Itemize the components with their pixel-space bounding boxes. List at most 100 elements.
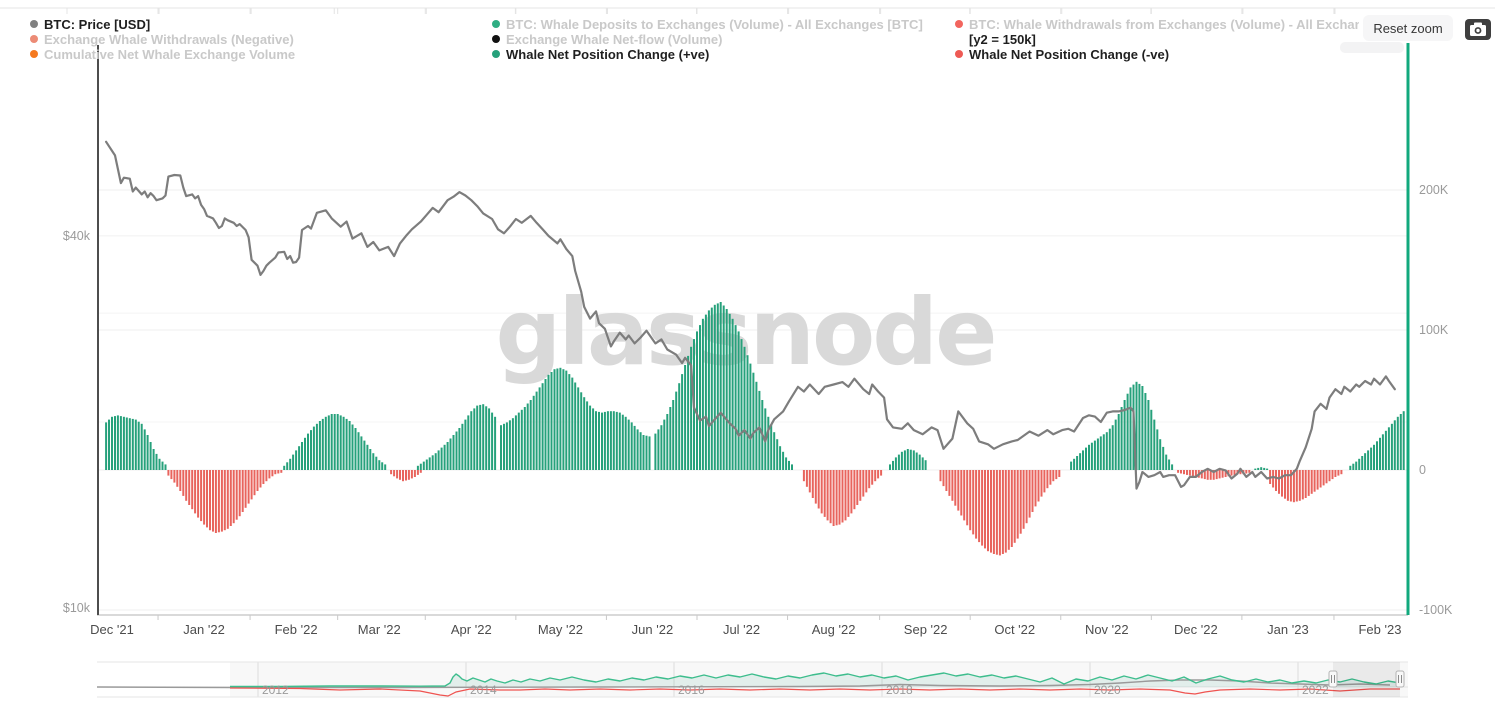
bar-positive (725, 309, 728, 470)
navigator-selection[interactable] (1333, 662, 1400, 697)
bar-positive (1379, 437, 1381, 470)
bar-positive (601, 412, 603, 470)
legend-item[interactable]: BTC: Whale Deposits to Exchanges (Volume… (492, 17, 923, 32)
bar-negative (963, 470, 966, 521)
bar-negative (1272, 470, 1275, 488)
bar-positive (1076, 456, 1079, 470)
bar-negative (1316, 470, 1319, 490)
bar-negative (1203, 470, 1206, 480)
bar-negative (1049, 470, 1052, 485)
bar-positive (307, 433, 309, 470)
bar-positive (722, 305, 725, 470)
bar-positive (517, 412, 520, 470)
screenshot-camera-button[interactable] (1465, 19, 1491, 40)
bar-negative (990, 470, 992, 553)
x-axis-tick-label: Jun '22 (631, 622, 674, 637)
bar-positive (158, 458, 161, 470)
legend-item[interactable]: Exchange Whale Net-flow (Volume) (492, 32, 923, 47)
navigator-handle-right[interactable] (1395, 670, 1405, 688)
bar-positive (1141, 386, 1144, 470)
bar-negative (1284, 470, 1286, 499)
bar-positive (440, 447, 443, 470)
reset-zoom-button[interactable]: Reset zoom (1363, 15, 1453, 41)
bar-positive (428, 457, 431, 470)
bar-positive (1135, 381, 1138, 470)
legend-item[interactable]: Exchange Whale Withdrawals (Negative) (30, 32, 295, 47)
bar-positive (627, 419, 630, 470)
bar-positive (912, 450, 915, 470)
bar-positive (636, 429, 639, 470)
bar-positive (114, 416, 116, 470)
bar-positive (612, 411, 615, 470)
bar-positive (443, 444, 446, 470)
x-axis-tick-label: Nov '22 (1084, 622, 1129, 637)
bar-positive (1387, 427, 1390, 470)
bar-negative (217, 470, 220, 533)
bar-negative (957, 470, 960, 511)
bar-negative (1301, 470, 1304, 500)
bar-positive (678, 383, 681, 470)
bar-positive (1159, 439, 1162, 470)
bar-negative (820, 470, 823, 514)
bar-positive (538, 387, 541, 470)
bar-negative (1307, 470, 1310, 496)
bar-negative (1206, 470, 1209, 480)
bar-negative (1328, 470, 1331, 482)
bar-negative (185, 470, 188, 501)
bar-positive (128, 418, 131, 470)
legend-item[interactable]: Whale Net Position Change (-ve) (955, 47, 1359, 62)
legend-item[interactable]: Whale Net Position Change (+ve) (492, 47, 923, 62)
bar-positive (788, 460, 790, 470)
bar-positive (452, 435, 455, 470)
bar-positive (1373, 444, 1375, 470)
bar-positive (583, 397, 586, 470)
bar-negative (1025, 470, 1028, 524)
bar-positive (675, 391, 678, 470)
bar-negative (832, 470, 835, 526)
bar-negative (802, 470, 805, 482)
bar-positive (553, 369, 556, 470)
bar-positive (1260, 467, 1263, 470)
bar-positive (568, 374, 571, 470)
legend-item[interactable]: Cumulative Net Whale Exchange Volume (30, 47, 295, 62)
bar-positive (701, 318, 704, 470)
legend-item[interactable]: BTC: Price [USD] (30, 17, 295, 32)
bar-negative (1218, 470, 1221, 479)
legend-item[interactable]: BTC: Whale Withdrawals from Exchanges (V… (955, 17, 1359, 32)
bar-negative (1180, 470, 1182, 474)
bar-positive (351, 424, 354, 470)
bar-negative (232, 470, 235, 524)
bar-positive (108, 419, 110, 470)
bar-positive (520, 409, 523, 470)
navigator-handle-left[interactable] (1328, 670, 1338, 688)
bar-negative (972, 470, 975, 535)
bar-negative (1275, 470, 1277, 491)
y-axis-left-tick-label: $40k (62, 228, 90, 243)
bar-positive (1138, 383, 1141, 470)
bar-positive (330, 414, 333, 470)
bar-positive (384, 464, 387, 470)
bar-negative (413, 470, 416, 477)
legend-item-label: Exchange Whale Net-flow (Volume) (506, 32, 723, 47)
bar-positive (1376, 441, 1378, 470)
bar-positive (503, 423, 505, 470)
bar-negative (1289, 470, 1292, 502)
bar-negative (975, 470, 978, 539)
bar-positive (161, 461, 164, 470)
bar-negative (1004, 470, 1007, 553)
bar-negative (817, 470, 820, 509)
bar-negative (862, 470, 865, 497)
bar-positive (752, 372, 755, 470)
bar-positive (660, 425, 663, 470)
bar-positive (283, 465, 286, 470)
bar-negative (811, 470, 814, 498)
bar-negative (212, 470, 214, 532)
bar-negative (1325, 470, 1328, 484)
bar-positive (892, 460, 894, 470)
bar-negative (179, 470, 182, 491)
bar-negative (1200, 470, 1203, 479)
x-axis-tick-label: May '22 (537, 622, 583, 637)
bar-negative (396, 470, 399, 479)
legend-marker-icon (30, 20, 38, 28)
